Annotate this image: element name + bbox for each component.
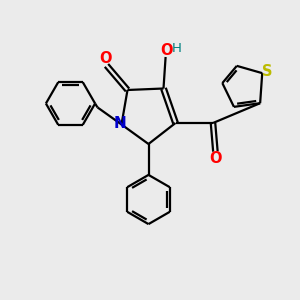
Text: O: O: [99, 51, 111, 66]
Text: S: S: [262, 64, 273, 79]
Text: O: O: [160, 43, 172, 58]
Text: H: H: [172, 41, 182, 55]
Text: O: O: [210, 151, 222, 166]
Text: N: N: [114, 116, 126, 130]
